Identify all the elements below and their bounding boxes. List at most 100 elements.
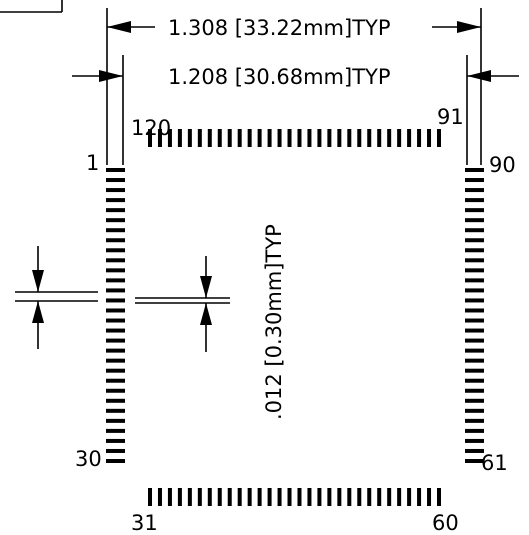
pin-label-31: 31 xyxy=(131,511,158,535)
pad-right xyxy=(465,388,484,393)
pad-left xyxy=(106,218,125,223)
pitch-label: .012 [0.30mm]TYP xyxy=(262,224,286,420)
pad-top xyxy=(427,129,432,147)
pad-bottom xyxy=(197,488,202,506)
pad-top xyxy=(217,129,222,147)
corner-stub xyxy=(0,0,63,13)
pad-left xyxy=(106,378,125,383)
pad-bottom xyxy=(187,488,192,506)
pads-top-row xyxy=(148,129,441,147)
pad-bottom xyxy=(437,488,441,506)
pad-left xyxy=(106,178,125,183)
outer-width-label: 1.308 [33.22mm]TYP xyxy=(168,16,391,40)
pitch-dimension-left xyxy=(15,246,98,349)
pad-top xyxy=(407,129,412,147)
pad-bottom xyxy=(377,488,382,506)
pad-right xyxy=(465,378,484,383)
pad-bottom xyxy=(367,488,372,506)
pad-bottom xyxy=(357,488,362,506)
pad-left xyxy=(106,208,125,213)
pad-right xyxy=(465,308,484,313)
pad-right xyxy=(465,459,484,463)
pin-labels: 1 30 31 60 61 90 91 120 xyxy=(75,105,516,535)
pad-top xyxy=(148,129,152,147)
pad-right xyxy=(465,278,484,283)
pad-right xyxy=(465,268,484,273)
pad-left xyxy=(106,408,125,413)
pad-bottom xyxy=(427,488,432,506)
pad-right xyxy=(465,258,484,263)
pad-left xyxy=(106,459,125,463)
pad-right xyxy=(465,318,484,323)
pad-bottom xyxy=(207,488,212,506)
pads-bottom-row xyxy=(148,488,441,506)
pad-left xyxy=(106,418,125,423)
pad-top xyxy=(267,129,272,147)
pad-right xyxy=(465,188,484,193)
extension-lines xyxy=(106,8,482,165)
pad-top xyxy=(187,129,192,147)
pad-top xyxy=(387,129,392,147)
pin-label-30: 30 xyxy=(75,447,102,471)
pad-right xyxy=(465,408,484,413)
pad-bottom xyxy=(297,488,302,506)
pad-right xyxy=(465,288,484,293)
pad-right xyxy=(465,178,484,183)
pad-bottom xyxy=(337,488,342,506)
pad-top xyxy=(307,129,312,147)
pad-bottom xyxy=(317,488,322,506)
pad-bottom xyxy=(277,488,282,506)
pad-top xyxy=(367,129,372,147)
pad-top xyxy=(257,129,262,147)
pad-bottom xyxy=(287,488,292,506)
pad-left xyxy=(106,188,125,193)
pad-bottom xyxy=(167,488,172,506)
pad-top xyxy=(377,129,382,147)
pads-right-column xyxy=(465,168,484,463)
pad-top xyxy=(237,129,242,147)
pad-top xyxy=(197,129,202,147)
pad-bottom xyxy=(148,488,152,506)
pad-left xyxy=(106,358,125,363)
pad-top xyxy=(277,129,282,147)
pad-bottom xyxy=(407,488,412,506)
pad-left xyxy=(106,248,125,253)
pad-bottom xyxy=(247,488,252,506)
pad-left xyxy=(106,438,125,443)
pad-right xyxy=(465,448,484,453)
pad-left xyxy=(106,428,125,433)
pad-bottom xyxy=(227,488,232,506)
pin-label-91: 91 xyxy=(437,105,464,129)
pad-top xyxy=(167,129,172,147)
pad-right xyxy=(465,348,484,353)
pitch-dimension-center xyxy=(135,256,230,352)
pad-bottom xyxy=(307,488,312,506)
pad-left xyxy=(106,168,125,172)
pad-left xyxy=(106,368,125,373)
pad-top xyxy=(357,129,362,147)
pad-top xyxy=(327,129,332,147)
pad-top xyxy=(317,129,322,147)
pad-bottom xyxy=(267,488,272,506)
pad-right xyxy=(465,398,484,403)
pad-bottom xyxy=(237,488,242,506)
pad-left xyxy=(106,198,125,203)
pad-left xyxy=(106,338,125,343)
pad-left xyxy=(106,308,125,313)
pad-left xyxy=(106,238,125,243)
pad-top xyxy=(227,129,232,147)
pad-top xyxy=(417,129,422,147)
pad-right xyxy=(465,368,484,373)
pad-top xyxy=(207,129,212,147)
pad-right xyxy=(465,328,484,333)
pad-right xyxy=(465,248,484,253)
pad-top xyxy=(297,129,302,147)
pad-right xyxy=(465,338,484,343)
pad-right xyxy=(465,438,484,443)
pad-right xyxy=(465,298,484,303)
pad-bottom xyxy=(217,488,222,506)
pin-label-60: 60 xyxy=(432,511,459,535)
pad-top xyxy=(247,129,252,147)
outer-width-dimension: 1.308 [33.22mm]TYP xyxy=(107,16,481,40)
